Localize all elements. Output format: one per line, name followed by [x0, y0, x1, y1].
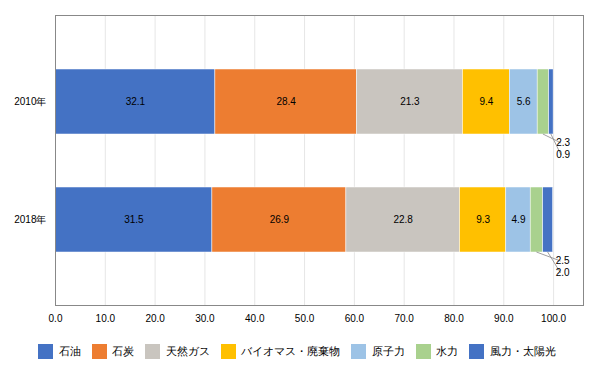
svg-text:100.0: 100.0 [541, 313, 566, 324]
svg-text:2.3: 2.3 [556, 137, 570, 148]
svg-text:0.0: 0.0 [49, 313, 63, 324]
svg-text:2018年: 2018年 [14, 214, 46, 225]
svg-text:2.0: 2.0 [556, 267, 570, 278]
svg-text:4.9: 4.9 [512, 214, 526, 225]
html-text:原子力: 原子力 [371, 345, 405, 357]
svg-text:28.4: 28.4 [276, 96, 296, 107]
svg-text:30.0: 30.0 [195, 313, 215, 324]
svg-text:90.0: 90.0 [494, 313, 514, 324]
svg-text:40.0: 40.0 [245, 313, 265, 324]
html-text:風力・太陽光: 風力・太陽光 [489, 345, 556, 357]
svg-text:60.0: 60.0 [345, 313, 365, 324]
svg-text:2010年: 2010年 [14, 96, 46, 107]
svg-text:21.3: 21.3 [400, 96, 420, 107]
svg-text:26.9: 26.9 [270, 214, 290, 225]
svg-text:0.9: 0.9 [556, 149, 570, 160]
svg-text:22.8: 22.8 [393, 214, 413, 225]
svg-text:80.0: 80.0 [444, 313, 464, 324]
svg-text:31.5: 31.5 [124, 214, 144, 225]
svg-text:5.6: 5.6 [517, 96, 531, 107]
svg-text:9.4: 9.4 [479, 96, 493, 107]
svg-text:50.0: 50.0 [295, 313, 315, 324]
html-text:天然ガス: 天然ガス [165, 345, 210, 357]
svg-text:32.1: 32.1 [126, 96, 146, 107]
svg-text:20.0: 20.0 [145, 313, 165, 324]
svg-text:2.5: 2.5 [556, 255, 570, 266]
svg-text:70.0: 70.0 [394, 313, 414, 324]
html-text:バイオマス・廃棄物: バイオマス・廃棄物 [241, 345, 341, 357]
html-text:石油: 石油 [58, 345, 81, 357]
html-text:水力: 水力 [436, 345, 459, 357]
svg-text:10.0: 10.0 [96, 313, 116, 324]
html-text:石炭: 石炭 [112, 345, 135, 357]
svg-text:9.3: 9.3 [476, 214, 490, 225]
